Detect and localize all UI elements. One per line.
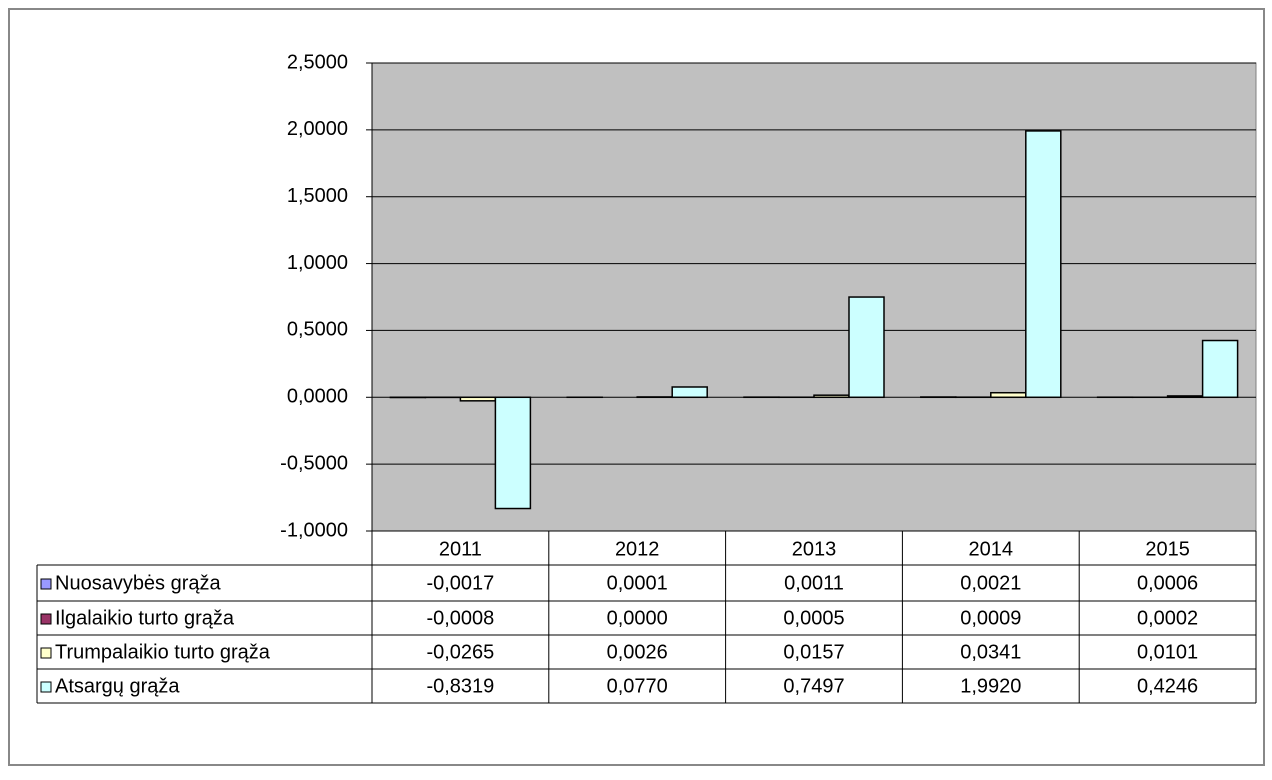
table-cell: 0,7497 <box>783 675 844 697</box>
legend-label: Nuosavybės grąža <box>55 572 222 594</box>
table-cell: 0,0001 <box>607 572 668 594</box>
table-cell: 1,9920 <box>960 675 1021 697</box>
x-tick-label: 2015 <box>1145 538 1190 560</box>
y-tick-label: -1,0000 <box>280 519 348 541</box>
bar <box>495 397 530 508</box>
table-cell: -0,0017 <box>426 572 494 594</box>
table-cell: 0,0006 <box>1137 572 1198 594</box>
table-cell: 0,0101 <box>1137 641 1198 663</box>
table-cell: 0,0000 <box>607 607 668 629</box>
table-cell: -0,0008 <box>426 607 494 629</box>
table-cell: -0,8319 <box>426 675 494 697</box>
table-cell: 0,0002 <box>1137 607 1198 629</box>
bar <box>814 395 849 397</box>
table-cell: 0,0157 <box>783 641 844 663</box>
legend-label: Trumpalaikio turto grąža <box>55 641 271 663</box>
x-tick-label: 2014 <box>969 538 1014 560</box>
table-cell: 0,0341 <box>960 641 1021 663</box>
bar <box>991 393 1026 398</box>
y-tick-label: 0,5000 <box>287 319 348 341</box>
x-tick-label: 2013 <box>792 538 837 560</box>
table-cell: 0,0770 <box>607 675 668 697</box>
legend-key <box>41 579 51 589</box>
y-tick-label: 1,5000 <box>287 185 348 207</box>
table-cell: 0,0009 <box>960 607 1021 629</box>
table-cell: 0,0021 <box>960 572 1021 594</box>
y-tick-label: 0,0000 <box>287 386 348 408</box>
table-cell: 0,0026 <box>607 641 668 663</box>
y-tick-label: 2,0000 <box>287 118 348 140</box>
table-cell: -0,0265 <box>426 641 494 663</box>
bar <box>1168 396 1203 397</box>
legend-label: Ilgalaikio turto grąža <box>55 607 235 629</box>
legend-label: Atsargų grąža <box>55 675 180 697</box>
bar <box>672 387 707 397</box>
legend-key <box>41 648 51 658</box>
legend-key <box>41 682 51 692</box>
legend-key <box>41 614 51 624</box>
x-tick-label: 2011 <box>439 538 482 560</box>
bar <box>1026 131 1061 397</box>
y-tick-label: 1,0000 <box>287 252 348 274</box>
bar <box>849 297 884 397</box>
table-cell: 0,4246 <box>1137 675 1198 697</box>
x-tick-label: 2012 <box>615 538 660 560</box>
bar <box>460 397 495 401</box>
bar <box>1203 341 1238 398</box>
y-tick-label: 2,5000 <box>287 51 348 73</box>
table-cell: 0,0011 <box>784 572 844 594</box>
table-cell: 0,0005 <box>783 607 844 629</box>
y-tick-label: -0,5000 <box>280 452 348 474</box>
